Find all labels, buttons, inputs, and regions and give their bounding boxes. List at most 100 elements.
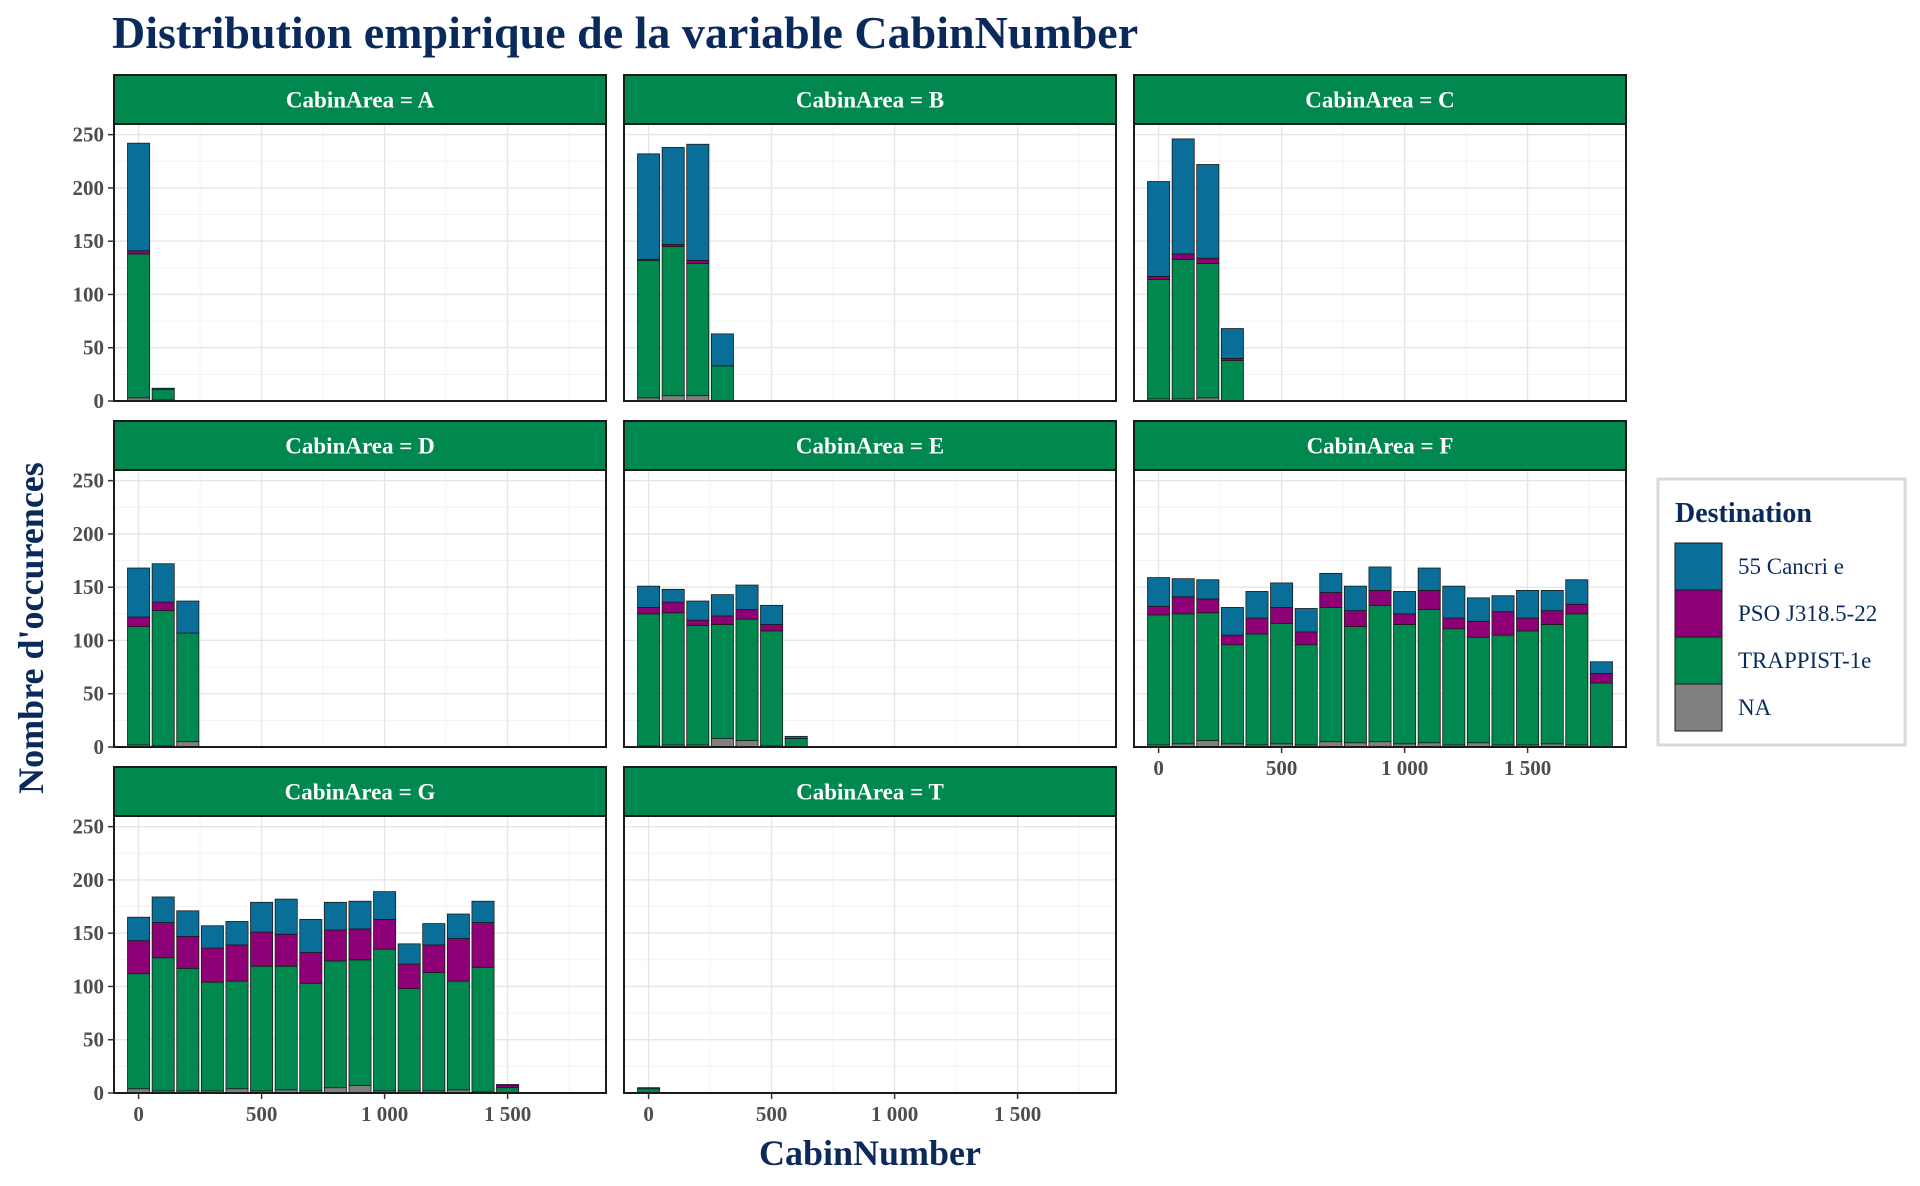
y-axis-title: Nombre d'occurences — [11, 462, 51, 794]
legend-label: NA — [1738, 695, 1772, 720]
y-tick-label: 200 — [73, 522, 105, 546]
bar-segment — [686, 619, 710, 626]
bar-segment — [373, 918, 397, 950]
bar-segment — [471, 966, 495, 1093]
bar-segment — [1196, 257, 1220, 264]
facet-panel: CabinArea = C — [1133, 74, 1627, 402]
bar-segment — [661, 588, 685, 603]
bar-segment — [1245, 617, 1269, 635]
bar-segment — [1368, 589, 1392, 606]
bar-segment — [784, 735, 808, 739]
y-tick-label: 0 — [94, 1081, 105, 1105]
bar-segment — [127, 567, 151, 618]
legend-swatch — [1674, 683, 1723, 732]
legend: Destination 55 Cancri e PSO J318.5-22 TRAPP… — [1656, 477, 1907, 747]
bar-segment — [1516, 617, 1540, 632]
bar-segment — [784, 738, 808, 748]
bar-segment — [1171, 253, 1195, 260]
bar-segment — [127, 973, 151, 1090]
bars — [127, 891, 520, 1094]
facet-panel: CabinArea = B — [623, 74, 1117, 402]
panel-border — [623, 469, 1117, 748]
bar-segment — [496, 1084, 520, 1086]
bars — [1147, 138, 1244, 402]
facet-panel: CabinArea = E — [623, 420, 1117, 748]
bar-segment — [151, 610, 175, 747]
bars — [1147, 566, 1613, 748]
bar-segment — [1417, 609, 1441, 744]
bar-segment — [225, 921, 249, 946]
bar-segment — [735, 618, 759, 742]
bar-segment — [348, 1085, 372, 1094]
facet-panel: CabinArea = A 0 50 100 150 200 250 — [73, 74, 607, 413]
bar-segment — [1147, 614, 1171, 746]
bar-segment — [1245, 633, 1269, 746]
x-tick-label: 1 000 — [361, 1102, 408, 1126]
bar-segment — [710, 333, 734, 367]
bar-segment — [1589, 673, 1613, 684]
y-tick-label: 250 — [73, 123, 105, 147]
y-tick-label: 50 — [83, 682, 104, 706]
bar-segment — [348, 959, 372, 1086]
bar-segment — [1516, 630, 1540, 746]
bar-segment — [1270, 582, 1294, 608]
x-tick-label: 0 — [1153, 756, 1164, 780]
bar-segment — [1343, 585, 1367, 612]
bar-segment — [710, 365, 734, 402]
bars — [127, 563, 200, 748]
bar-segment — [710, 738, 734, 748]
bar-segment — [1466, 636, 1490, 744]
bar-segment — [1270, 623, 1294, 745]
bar-segment — [661, 246, 685, 397]
bar-segment — [422, 923, 446, 946]
y-tick-label: 100 — [73, 282, 105, 306]
bar-segment — [1466, 597, 1490, 622]
panel-border — [113, 469, 607, 748]
bar-segment — [686, 625, 710, 746]
legend-swatch — [1674, 589, 1723, 638]
bar-segment — [1171, 596, 1195, 615]
legend-label: 55 Cancri e — [1738, 554, 1844, 579]
bar-segment — [1491, 595, 1515, 613]
plot-background — [624, 816, 1116, 1093]
panel-border — [113, 123, 607, 402]
facet-panel: CabinArea = D 0 50 100 150 200 250 — [73, 420, 607, 759]
y-tick-label: 100 — [73, 974, 105, 998]
x-tick-label: 500 — [756, 1102, 788, 1126]
x-tick-label: 1 500 — [1504, 756, 1551, 780]
facet-panel: CabinArea = F 0 500 1 000 1 500 — [1133, 420, 1627, 780]
bar-segment — [127, 940, 151, 975]
y-tick-label: 200 — [73, 176, 105, 200]
x-tick-label: 1 000 — [871, 1102, 918, 1126]
bar-segment — [1368, 604, 1392, 743]
bar-segment — [200, 981, 224, 1092]
bar-segment — [1442, 628, 1466, 746]
bar-segment — [1147, 605, 1171, 616]
bar-segment — [735, 584, 759, 610]
bar-segment — [1516, 589, 1540, 619]
bar-segment — [1565, 613, 1589, 746]
bar-segment — [637, 585, 661, 608]
bar-segment — [299, 982, 323, 1092]
legend-label: TRAPPIST-1e — [1738, 648, 1871, 673]
bar-segment — [151, 563, 175, 603]
x-tick-label: 1 500 — [994, 1102, 1041, 1126]
x-tick-label: 1 500 — [484, 1102, 531, 1126]
bar-segment — [299, 951, 323, 984]
bar-segment — [1196, 263, 1220, 399]
bar-segment — [348, 900, 372, 930]
bar-segment — [1540, 610, 1564, 625]
facet-strip — [623, 766, 1117, 817]
bar-segment — [422, 944, 446, 974]
facet-strip-label: CabinArea = T — [796, 780, 944, 805]
legend-swatch — [1674, 542, 1723, 591]
facet-panel: CabinArea = G 0 50 100 150 200 250 0 500 1 000 1 5… — [73, 766, 607, 1126]
bar-segment — [637, 613, 661, 747]
bar-segment — [176, 600, 200, 634]
bar-segment — [1220, 360, 1244, 402]
bar-segment — [323, 901, 347, 931]
bar-segment — [661, 147, 685, 245]
bar-segment — [422, 972, 446, 1092]
bar-segment — [127, 142, 151, 252]
